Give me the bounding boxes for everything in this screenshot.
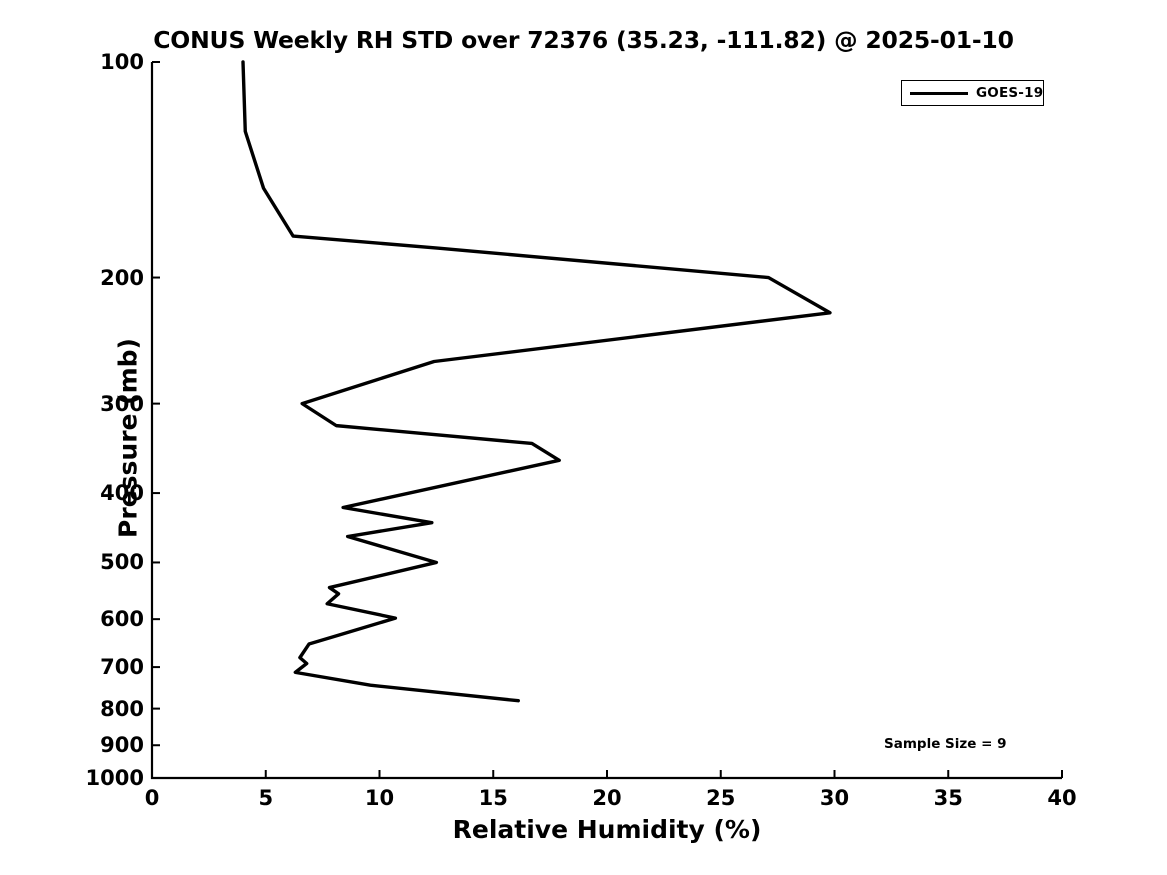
x-tick-label-15: 15 — [478, 786, 508, 810]
legend-label-goes-19: GOES-19 — [976, 85, 1044, 101]
y-tick-label-400: 400 — [100, 481, 144, 506]
axis-ticks — [151, 61, 1063, 779]
y-tick-label-900: 900 — [100, 733, 144, 758]
y-tick-label-200: 200 — [100, 265, 144, 290]
y-tick-label-800: 800 — [100, 696, 144, 721]
legend: GOES-19 — [901, 80, 1044, 106]
x-tick-label-10: 10 — [364, 786, 395, 810]
x-tick-label-0: 0 — [144, 786, 160, 810]
axes-frame — [150, 62, 1062, 780]
data-line-goes-19 — [241, 60, 832, 703]
x-tick-label-35: 35 — [933, 786, 963, 810]
x-tick-label-40: 40 — [1047, 786, 1077, 810]
y-axis-tick-labels: 100 200 300 400 500 600 700 800 900 1000 — [0, 0, 144, 875]
page-title: CONUS Weekly RH STD over 72376 (35.23, -… — [153, 26, 1014, 54]
x-tick-label-30: 30 — [819, 786, 850, 810]
y-tick-label-700: 700 — [100, 655, 144, 680]
x-tick-label-20: 20 — [592, 786, 622, 810]
annotation-sample-size: Sample Size = 9 — [884, 736, 1007, 752]
data-series-group — [241, 60, 832, 703]
y-tick-label-500: 500 — [100, 550, 144, 575]
y-tick-label-1000: 1000 — [85, 766, 144, 790]
x-tick-label-25: 25 — [706, 786, 736, 810]
x-tick-label-5: 5 — [258, 786, 274, 810]
legend-line-sample-goes-19 — [910, 92, 968, 96]
x-axis-label: Relative Humidity (%) — [452, 815, 762, 844]
y-tick-label-600: 600 — [100, 607, 144, 632]
y-tick-label-100: 100 — [100, 50, 144, 74]
y-tick-label-300: 300 — [100, 391, 144, 416]
